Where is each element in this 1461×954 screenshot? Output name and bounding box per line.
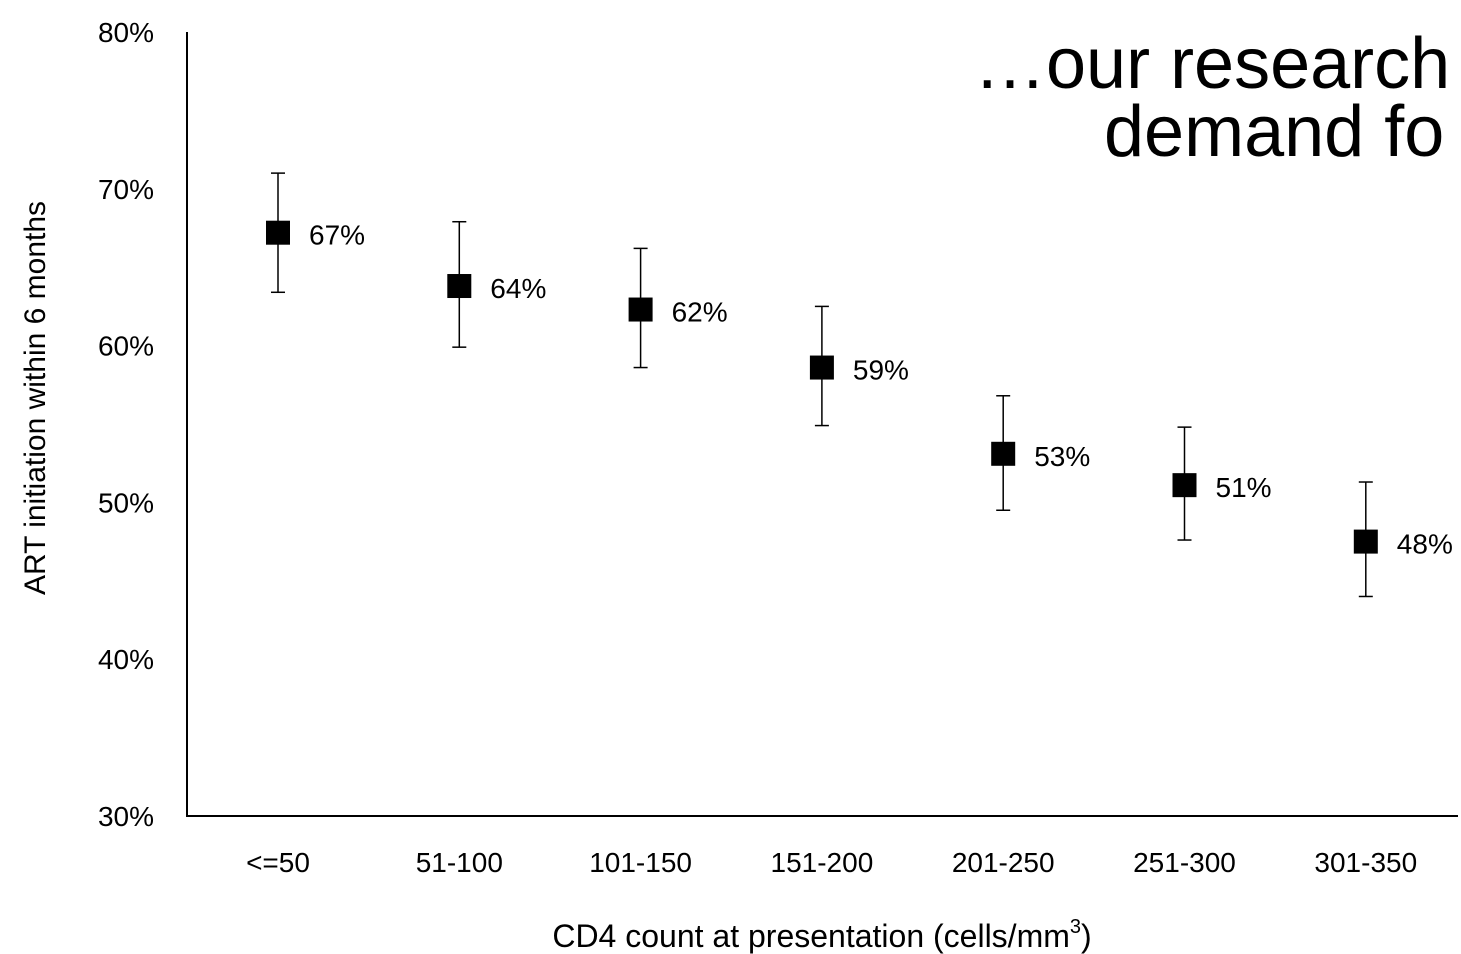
- x-tick-label: 151-200: [771, 847, 874, 878]
- y-tick-label: 70%: [98, 174, 154, 205]
- x-tick-label: 201-250: [952, 847, 1055, 878]
- data-markers: [266, 220, 1378, 554]
- y-tick-label: 60%: [98, 331, 154, 362]
- data-point-marker: [266, 220, 290, 245]
- data-label: 51%: [1216, 472, 1272, 503]
- x-tick-label: <=50: [246, 847, 310, 878]
- data-label: 62%: [672, 297, 728, 328]
- data-point-marker: [628, 297, 653, 322]
- y-tick-labels: 30% 40% 50% 60% 70% 80%: [98, 17, 154, 832]
- slide-headline-line-2: demand fo: [1104, 92, 1445, 172]
- data-point-marker: [447, 274, 472, 299]
- data-point-marker: [1172, 473, 1197, 498]
- slide-headline-line-1: …our research: [974, 24, 1451, 104]
- y-axis-title: ART initiation within 6 months: [19, 201, 52, 595]
- data-labels: 67% 64% 62% 59% 53% 51% 48%: [309, 220, 1453, 560]
- y-tick-label: 80%: [98, 17, 154, 48]
- data-point-marker: [1353, 529, 1378, 554]
- data-label: 64%: [490, 273, 546, 304]
- y-tick-label: 50%: [98, 487, 154, 518]
- x-tick-label: 51-100: [416, 847, 503, 878]
- data-label: 67%: [309, 220, 365, 251]
- data-point-marker: [809, 355, 834, 380]
- x-axis-title-main: CD4 count at presentation (cells/mm: [552, 918, 1070, 954]
- data-label: 48%: [1397, 529, 1453, 560]
- x-axis-title-suffix: ): [1081, 918, 1092, 954]
- y-tick-label: 40%: [98, 644, 154, 675]
- x-tick-label: 301-350: [1314, 847, 1417, 878]
- data-point-marker: [991, 441, 1016, 466]
- x-axis-title-superscript: 3: [1070, 916, 1081, 938]
- data-label: 59%: [853, 355, 909, 386]
- y-tick-label: 30%: [98, 801, 154, 832]
- x-tick-labels: <=50 51-100 101-150 151-200 201-250 251-300 30…: [246, 847, 1417, 878]
- x-tick-label: 101-150: [589, 847, 692, 878]
- x-axis-title: CD4 count at presentation (cells/mm3): [552, 916, 1091, 954]
- error-bars: [271, 172, 1373, 598]
- data-label: 53%: [1034, 441, 1090, 472]
- x-tick-label: 251-300: [1133, 847, 1236, 878]
